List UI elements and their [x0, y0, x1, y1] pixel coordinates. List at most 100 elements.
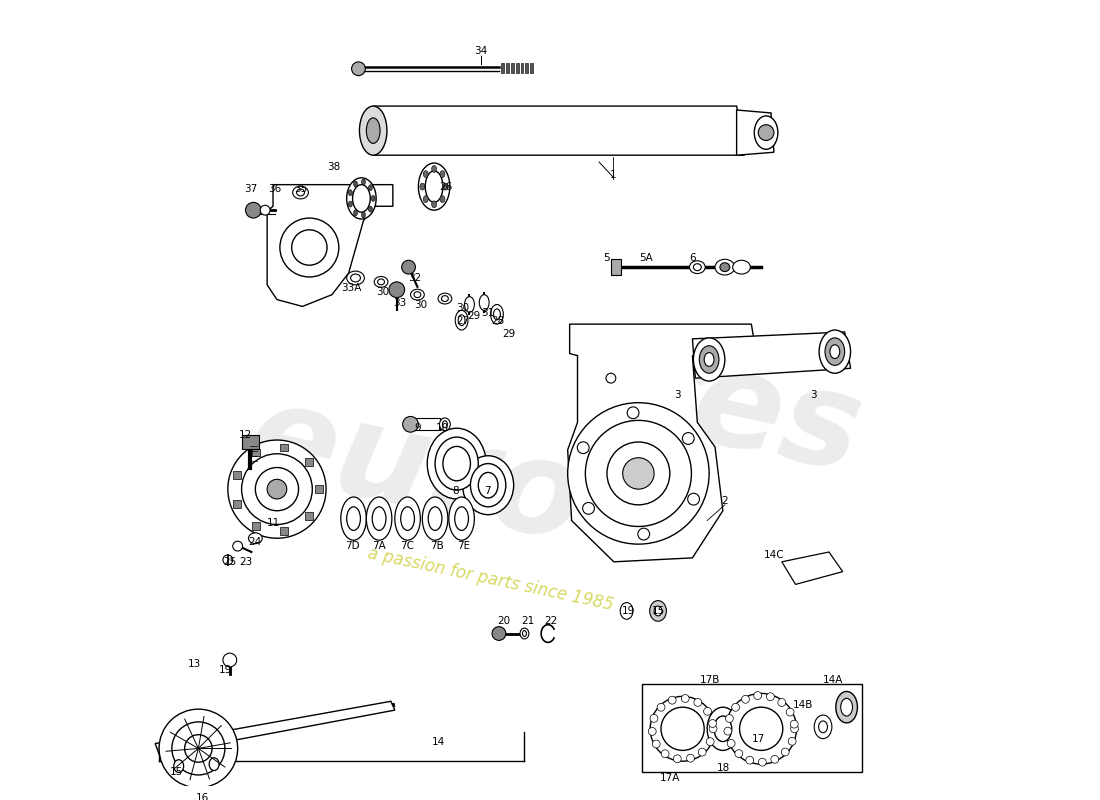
Circle shape	[607, 442, 670, 505]
Ellipse shape	[353, 210, 358, 216]
Circle shape	[648, 727, 657, 735]
Ellipse shape	[351, 274, 361, 282]
Ellipse shape	[449, 497, 474, 540]
Circle shape	[771, 755, 779, 763]
Ellipse shape	[426, 171, 443, 202]
Ellipse shape	[349, 201, 352, 207]
Circle shape	[741, 695, 749, 703]
Text: 7: 7	[484, 486, 491, 496]
Bar	[280, 444, 288, 451]
Ellipse shape	[368, 185, 373, 190]
Text: 36: 36	[268, 183, 282, 194]
Text: 7E: 7E	[456, 541, 470, 551]
Ellipse shape	[414, 292, 421, 298]
Circle shape	[739, 707, 783, 750]
Circle shape	[758, 758, 767, 766]
Ellipse shape	[424, 170, 428, 178]
Ellipse shape	[371, 195, 375, 202]
Circle shape	[758, 125, 774, 141]
Ellipse shape	[814, 715, 832, 738]
Text: 16: 16	[196, 793, 209, 800]
Ellipse shape	[693, 264, 702, 270]
Ellipse shape	[471, 463, 506, 507]
Text: 13: 13	[188, 659, 201, 669]
Text: 14A: 14A	[823, 674, 843, 685]
Text: res: res	[619, 326, 873, 499]
Ellipse shape	[707, 707, 738, 750]
Text: 15: 15	[651, 606, 664, 616]
Ellipse shape	[209, 758, 219, 770]
Polygon shape	[155, 702, 395, 754]
Text: 23: 23	[239, 557, 252, 567]
Bar	[410, 418, 440, 430]
Text: 10: 10	[436, 423, 449, 434]
Text: 24: 24	[249, 537, 262, 547]
Circle shape	[267, 479, 287, 499]
Ellipse shape	[829, 345, 839, 358]
Ellipse shape	[654, 606, 662, 616]
Circle shape	[681, 694, 690, 702]
Text: 26: 26	[439, 182, 452, 192]
Text: 29: 29	[466, 311, 480, 322]
Circle shape	[786, 708, 794, 716]
Ellipse shape	[714, 716, 732, 742]
Text: 7A: 7A	[372, 541, 386, 551]
Ellipse shape	[443, 183, 449, 190]
Circle shape	[606, 374, 616, 383]
Bar	[233, 470, 241, 478]
Ellipse shape	[431, 166, 437, 172]
Circle shape	[781, 748, 789, 756]
Ellipse shape	[464, 297, 474, 312]
Bar	[233, 500, 241, 507]
Ellipse shape	[249, 533, 262, 544]
Circle shape	[402, 260, 416, 274]
Text: 6: 6	[689, 254, 695, 263]
Circle shape	[661, 707, 704, 750]
Circle shape	[492, 626, 506, 640]
Ellipse shape	[174, 760, 184, 773]
Circle shape	[223, 653, 236, 667]
Ellipse shape	[395, 497, 420, 540]
Circle shape	[223, 555, 233, 565]
Bar	[610, 259, 620, 275]
Circle shape	[578, 442, 590, 454]
Text: 7C: 7C	[400, 541, 415, 551]
Bar	[252, 522, 260, 530]
Circle shape	[661, 750, 669, 758]
Text: a passion for parts since 1985: a passion for parts since 1985	[366, 545, 616, 614]
Bar	[530, 63, 533, 73]
Ellipse shape	[719, 262, 729, 271]
Ellipse shape	[454, 507, 469, 530]
Ellipse shape	[620, 602, 632, 619]
Ellipse shape	[443, 446, 471, 481]
Circle shape	[791, 725, 799, 733]
Ellipse shape	[715, 259, 735, 275]
Text: 18: 18	[717, 763, 730, 773]
Bar	[510, 63, 514, 73]
Ellipse shape	[693, 338, 725, 381]
Text: 25: 25	[223, 557, 236, 567]
Ellipse shape	[440, 418, 450, 430]
Ellipse shape	[368, 206, 373, 212]
Bar	[316, 486, 323, 493]
Text: 21: 21	[520, 616, 534, 626]
Ellipse shape	[690, 261, 705, 274]
Circle shape	[585, 420, 692, 526]
Ellipse shape	[353, 181, 358, 187]
Circle shape	[583, 502, 594, 514]
Ellipse shape	[436, 437, 478, 490]
Bar	[516, 63, 518, 73]
Text: 33A: 33A	[341, 282, 362, 293]
Circle shape	[732, 703, 739, 711]
Circle shape	[292, 230, 327, 265]
Bar	[252, 449, 260, 457]
Ellipse shape	[346, 178, 376, 219]
Circle shape	[688, 494, 700, 505]
Ellipse shape	[455, 310, 468, 330]
Bar	[242, 435, 260, 449]
Ellipse shape	[346, 271, 364, 285]
Circle shape	[767, 693, 774, 701]
Text: 12: 12	[239, 430, 252, 440]
Ellipse shape	[650, 601, 667, 622]
Text: 5A: 5A	[639, 254, 653, 263]
